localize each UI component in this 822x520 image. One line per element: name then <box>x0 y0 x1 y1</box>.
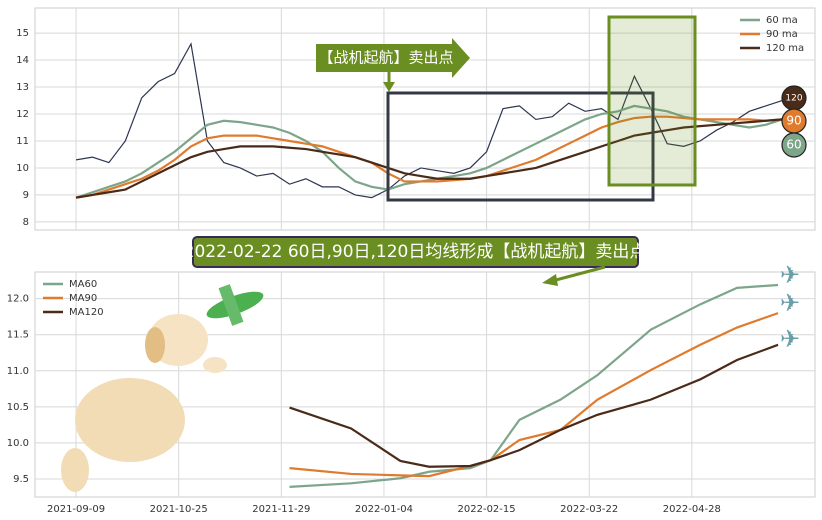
banner-text: 2022-02-22 60日,90日,120日均线形成【战机起航】卖出点 <box>184 242 647 262</box>
range-box <box>386 91 655 202</box>
dog-ear <box>145 327 165 363</box>
y-tick-label: 11.5 <box>7 330 29 341</box>
y-tick-label: 10 <box>16 163 29 174</box>
y-tick-label: 11.0 <box>7 366 29 377</box>
y-tick-label: 15 <box>16 28 29 39</box>
plane-icon: ✈ <box>780 325 800 353</box>
plane-icon: ✈ <box>780 289 800 317</box>
end-badge-label: 120 <box>785 94 802 104</box>
price-line <box>75 42 783 199</box>
callout-text: 【战机起航】卖出点 <box>318 49 453 67</box>
y-tick-label: 13 <box>16 82 29 93</box>
plane-icons: ✈ ✈ ✈ <box>780 261 800 353</box>
plane-icon: ✈ <box>780 261 800 289</box>
callout-pointer-head <box>383 82 395 92</box>
legend-label: MA90 <box>69 293 97 304</box>
y-tick-label: 9 <box>23 190 29 201</box>
x-tick-label: 2022-01-04 <box>355 504 413 515</box>
ma-line <box>75 104 783 199</box>
legend-label: MA120 <box>69 307 104 318</box>
x-tick-label: 2021-10-25 <box>150 504 208 515</box>
bottom-banner: 2022-02-22 60日,90日,120日均线形成【战机起航】卖出点 <box>184 236 647 286</box>
ma-line <box>75 115 783 199</box>
banner-pointer <box>551 265 606 283</box>
dog-leg <box>61 448 89 492</box>
dog-illustration <box>61 314 227 492</box>
ma-line <box>289 312 779 478</box>
end-badge-label: 60 <box>786 138 801 152</box>
legend-label: 60 ma <box>766 15 798 26</box>
ma-line <box>289 283 779 489</box>
x-tick-label: 2022-03-22 <box>560 504 618 515</box>
y-tick-label: 12.0 <box>7 294 29 305</box>
y-tick-label: 14 <box>16 55 29 66</box>
y-tick-label: 8 <box>23 217 29 228</box>
dog-paw <box>203 357 227 373</box>
callout-arrow <box>316 38 470 78</box>
banner-box <box>192 236 639 268</box>
dog-body <box>75 378 185 462</box>
x-tick-label: 2022-04-28 <box>663 504 721 515</box>
end-badge-label: 90 <box>786 114 801 128</box>
plane-wing <box>218 284 244 326</box>
end-badge <box>781 132 807 158</box>
y-tick-label: 9.5 <box>13 474 29 485</box>
signal-box <box>607 15 697 187</box>
legend-label: MA60 <box>69 279 97 290</box>
toy-plane <box>206 284 264 326</box>
legend-label: 120 ma <box>766 43 804 54</box>
legend-label: 90 ma <box>766 29 798 40</box>
x-tick-label: 2021-09-09 <box>47 504 105 515</box>
y-tick-label: 10.0 <box>7 438 29 449</box>
ma-line <box>75 118 783 199</box>
top-callout: 【战机起航】卖出点 <box>316 38 470 92</box>
ma-line <box>289 343 779 468</box>
y-tick-label: 10.5 <box>7 402 29 413</box>
y-tick-label: 11 <box>16 136 29 147</box>
x-tick-label: 2021-11-29 <box>252 504 310 515</box>
y-tick-label: 12 <box>16 109 29 120</box>
x-tick-label: 2022-02-15 <box>458 504 516 515</box>
banner-pointer-head <box>542 274 558 286</box>
